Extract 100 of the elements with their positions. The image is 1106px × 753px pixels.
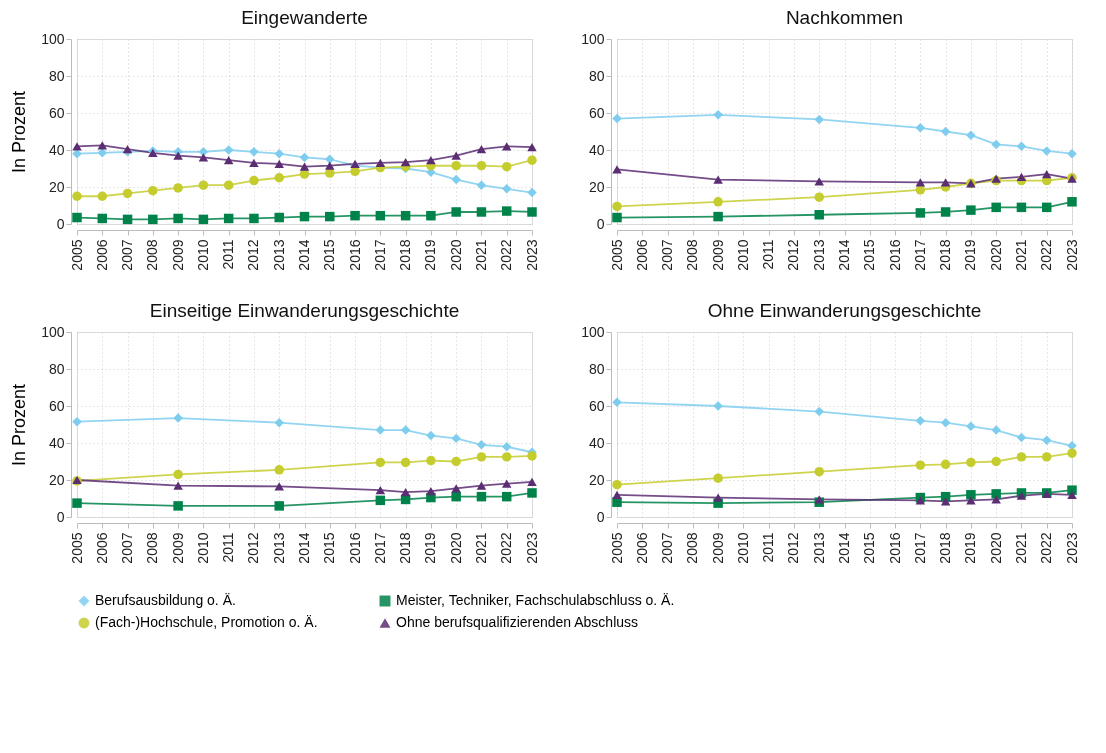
y-tick-label: 0 [56,508,65,525]
legend-label: Meister, Techniker, Fachschulabschluss o. Ä. [396,592,675,608]
x-tick-label: 2011 [220,239,237,270]
x-tick-label: 2023 [523,239,540,271]
x-tick-label: 2020 [447,532,464,564]
y-tick-label: 40 [48,141,65,158]
x-tick-label: 2009 [709,532,726,564]
x-tick-label: 2006 [633,532,650,564]
chart-title: Ohne Einwanderungsgeschichte [707,300,982,321]
x-tick-label: 2011 [220,532,237,563]
y-axis-title: In Prozent [9,90,30,174]
x-tick-label: 2008 [144,239,161,271]
x-tick-label: 2016 [886,239,903,271]
x-tick-label: 2017 [371,532,388,564]
x-tick-label: 2021 [1012,239,1029,271]
x-tick-label: 2011 [760,532,777,563]
chart-title: Nachkommen [785,7,904,28]
x-tick-label: 2019 [422,532,439,564]
chart-title: Einseitige Einwanderungsgeschichte [149,300,460,321]
y-tick-label: 100 [581,30,605,47]
y-tick-label: 80 [48,67,65,84]
x-tick-label: 2012 [245,532,262,564]
y-tick-label: 80 [588,360,605,377]
x-tick-label: 2021 [472,239,489,271]
x-tick-label: 2015 [321,239,338,271]
x-tick-label: 2016 [886,532,903,564]
legend-label: Berufsausbildung o. Ä. [95,592,236,608]
x-tick-label: 2017 [911,239,928,271]
legend-label: Ohne berufsqualifizierenden Abschluss [396,614,639,630]
y-tick-label: 40 [588,434,605,451]
x-tick-label: 2010 [194,239,211,271]
y-tick-label: 0 [56,215,65,232]
y-tick-label: 60 [588,397,605,414]
y-axis-title: In Prozent [9,383,30,467]
x-tick-label: 2013 [810,239,827,271]
y-tick-label: 0 [596,508,605,525]
y-tick-label: 20 [48,471,65,488]
x-tick-label: 2009 [169,239,186,271]
x-tick-label: 2018 [937,532,954,564]
x-tick-label: 2014 [836,532,852,564]
x-tick-label: 2008 [684,239,701,271]
y-tick-label: 60 [588,104,605,121]
x-tick-label: 2007 [119,239,136,271]
x-tick-label: 2009 [709,239,726,271]
x-tick-label: 2020 [987,532,1004,564]
x-tick-label: 2017 [371,239,388,271]
x-tick-label: 2012 [245,239,262,271]
y-tick-label: 60 [48,397,65,414]
x-tick-label: 2008 [144,532,161,564]
x-tick-label: 2019 [962,239,979,271]
x-tick-label: 2010 [734,532,751,564]
y-tick-label: 20 [588,178,605,195]
x-tick-label: 2014 [836,239,852,271]
x-tick-label: 2013 [270,532,287,564]
x-tick-label: 2005 [68,239,85,271]
chart-title: Eingewanderte [241,7,368,28]
y-tick-label: 100 [41,30,65,47]
y-tick-label: 20 [588,471,605,488]
x-tick-label: 2015 [321,532,338,564]
y-tick-label: 100 [581,323,605,340]
x-tick-label: 2015 [861,239,878,271]
x-tick-label: 2006 [93,532,110,564]
x-tick-label: 2005 [608,532,625,564]
x-tick-label: 2021 [472,532,489,564]
legend-label: (Fach-)Hochschule, Promotion o. Ä. [95,614,318,630]
x-tick-label: 2008 [684,532,701,564]
x-tick-label: 2012 [785,532,802,564]
x-tick-label: 2013 [810,532,827,564]
x-tick-label: 2005 [608,239,625,271]
x-tick-label: 2007 [659,239,676,271]
x-tick-label: 2016 [346,239,363,271]
y-tick-label: 80 [588,67,605,84]
x-tick-label: 2015 [861,532,878,564]
x-tick-label: 2022 [1038,239,1055,271]
x-tick-label: 2006 [93,239,110,271]
x-tick-label: 2014 [296,239,312,271]
x-tick-label: 2018 [397,239,414,271]
x-tick-label: 2020 [987,239,1004,271]
y-tick-label: 40 [588,141,605,158]
x-tick-label: 2023 [1063,532,1080,564]
x-tick-label: 2009 [169,532,186,564]
x-tick-label: 2007 [119,532,136,564]
x-tick-label: 2019 [422,239,439,271]
y-tick-label: 100 [41,323,65,340]
x-tick-label: 2017 [911,532,928,564]
x-tick-label: 2018 [937,239,954,271]
x-tick-label: 2023 [523,532,540,564]
x-tick-label: 2022 [498,239,515,271]
x-tick-label: 2023 [1063,239,1080,271]
x-tick-label: 2022 [1038,532,1055,564]
x-tick-label: 2005 [68,532,85,564]
x-tick-label: 2018 [397,532,414,564]
x-tick-label: 2019 [962,532,979,564]
y-tick-label: 20 [48,178,65,195]
y-tick-label: 60 [48,104,65,121]
x-tick-label: 2006 [633,239,650,271]
x-tick-label: 2016 [346,532,363,564]
x-tick-label: 2020 [447,239,464,271]
x-tick-label: 2012 [785,239,802,271]
x-tick-label: 2022 [498,532,515,564]
